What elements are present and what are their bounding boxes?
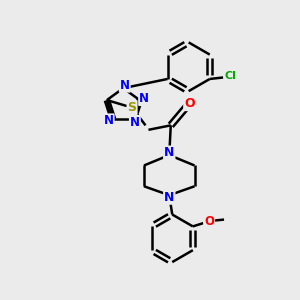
Text: O: O — [204, 214, 214, 228]
Text: N: N — [120, 79, 130, 92]
Text: O: O — [184, 97, 195, 110]
Text: S: S — [128, 101, 136, 114]
Text: N: N — [130, 116, 140, 129]
Text: Cl: Cl — [225, 71, 236, 81]
Text: N: N — [164, 146, 175, 160]
Text: N: N — [139, 92, 149, 105]
Text: N: N — [164, 191, 175, 204]
Text: N: N — [104, 114, 114, 127]
